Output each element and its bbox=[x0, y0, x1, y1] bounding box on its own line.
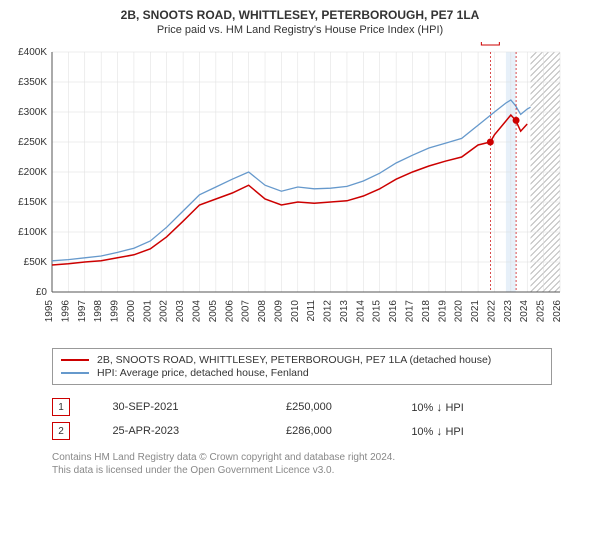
svg-text:2001: 2001 bbox=[142, 300, 153, 323]
svg-text:2022: 2022 bbox=[486, 300, 497, 323]
legend-swatch bbox=[61, 359, 89, 361]
chart-subtitle: Price paid vs. HM Land Registry's House … bbox=[10, 24, 590, 36]
svg-text:2026: 2026 bbox=[552, 300, 563, 323]
attribution-line: This data is licensed under the Open Gov… bbox=[52, 464, 590, 477]
sales-table: 1 30-SEP-2021 £250,000 10% ↓ HPI 2 25-AP… bbox=[52, 395, 552, 443]
sale-date: 30-SEP-2021 bbox=[112, 395, 286, 419]
svg-text:£400K: £400K bbox=[18, 47, 47, 58]
table-row: 1 30-SEP-2021 £250,000 10% ↓ HPI bbox=[52, 395, 552, 419]
svg-text:2025: 2025 bbox=[536, 300, 547, 323]
svg-text:2010: 2010 bbox=[290, 300, 301, 323]
sale-delta: 10% bbox=[411, 426, 433, 438]
svg-text:2002: 2002 bbox=[159, 300, 170, 323]
sale-marker-icon: 2 bbox=[52, 422, 70, 440]
chart-container: 2B, SNOOTS ROAD, WHITTLESEY, PETERBOROUG… bbox=[0, 0, 600, 560]
arrow-down-icon: ↓ bbox=[436, 400, 442, 414]
legend: 2B, SNOOTS ROAD, WHITTLESEY, PETERBOROUG… bbox=[52, 348, 552, 385]
legend-swatch bbox=[61, 372, 89, 374]
legend-label: HPI: Average price, detached house, Fenl… bbox=[97, 367, 309, 379]
svg-text:£0: £0 bbox=[36, 287, 48, 298]
svg-text:2009: 2009 bbox=[273, 300, 284, 323]
svg-text:£150K: £150K bbox=[18, 197, 47, 208]
sale-marker-icon: 1 bbox=[52, 398, 70, 416]
sale-price: £286,000 bbox=[286, 419, 411, 443]
svg-text:£100K: £100K bbox=[18, 227, 47, 238]
line-chart-svg: £0 £50K £100K £150K £200K £250K £300K £350K £400… bbox=[10, 42, 570, 342]
svg-text:2008: 2008 bbox=[257, 300, 268, 323]
sale-ref: HPI bbox=[445, 426, 463, 438]
svg-text:1999: 1999 bbox=[110, 300, 121, 323]
table-row: 2 25-APR-2023 £286,000 10% ↓ HPI bbox=[52, 419, 552, 443]
svg-text:1996: 1996 bbox=[60, 300, 71, 323]
svg-text:2016: 2016 bbox=[388, 300, 399, 323]
svg-text:2024: 2024 bbox=[519, 300, 530, 323]
svg-text:2015: 2015 bbox=[372, 300, 383, 323]
svg-text:2007: 2007 bbox=[241, 300, 252, 323]
svg-text:£350K: £350K bbox=[18, 77, 47, 88]
svg-text:2020: 2020 bbox=[454, 300, 465, 323]
legend-item: 2B, SNOOTS ROAD, WHITTLESEY, PETERBOROUG… bbox=[61, 354, 543, 366]
sale-date: 25-APR-2023 bbox=[112, 419, 286, 443]
svg-text:2003: 2003 bbox=[175, 300, 186, 323]
sale-price: £250,000 bbox=[286, 395, 411, 419]
svg-text:2004: 2004 bbox=[191, 300, 202, 323]
svg-text:2013: 2013 bbox=[339, 300, 350, 323]
chart-plot-area: £0 £50K £100K £150K £200K £250K £300K £350K £400… bbox=[10, 42, 590, 342]
svg-text:2017: 2017 bbox=[405, 300, 416, 323]
svg-text:2006: 2006 bbox=[224, 300, 235, 323]
svg-text:1995: 1995 bbox=[44, 300, 55, 323]
svg-text:1: 1 bbox=[488, 42, 494, 43]
svg-text:2019: 2019 bbox=[437, 300, 448, 323]
svg-text:2000: 2000 bbox=[126, 300, 137, 323]
svg-text:2021: 2021 bbox=[470, 300, 481, 323]
svg-text:£50K: £50K bbox=[24, 257, 48, 268]
svg-text:£200K: £200K bbox=[18, 167, 47, 178]
svg-text:2014: 2014 bbox=[355, 300, 366, 323]
attribution-line: Contains HM Land Registry data © Crown c… bbox=[52, 451, 590, 464]
attribution-text: Contains HM Land Registry data © Crown c… bbox=[52, 451, 590, 477]
svg-text:1998: 1998 bbox=[93, 300, 104, 323]
svg-text:1997: 1997 bbox=[77, 300, 88, 323]
chart-title: 2B, SNOOTS ROAD, WHITTLESEY, PETERBOROUG… bbox=[10, 8, 590, 22]
legend-item: HPI: Average price, detached house, Fenl… bbox=[61, 367, 543, 379]
legend-label: 2B, SNOOTS ROAD, WHITTLESEY, PETERBOROUG… bbox=[97, 354, 491, 366]
svg-text:2023: 2023 bbox=[503, 300, 514, 323]
arrow-down-icon: ↓ bbox=[436, 424, 442, 438]
sale-ref: HPI bbox=[445, 402, 463, 414]
svg-text:2012: 2012 bbox=[323, 300, 334, 323]
svg-text:2005: 2005 bbox=[208, 300, 219, 323]
svg-text:£300K: £300K bbox=[18, 107, 47, 118]
sale-delta: 10% bbox=[411, 402, 433, 414]
svg-text:2018: 2018 bbox=[421, 300, 432, 323]
svg-text:£250K: £250K bbox=[18, 137, 47, 148]
svg-text:2011: 2011 bbox=[306, 300, 317, 322]
